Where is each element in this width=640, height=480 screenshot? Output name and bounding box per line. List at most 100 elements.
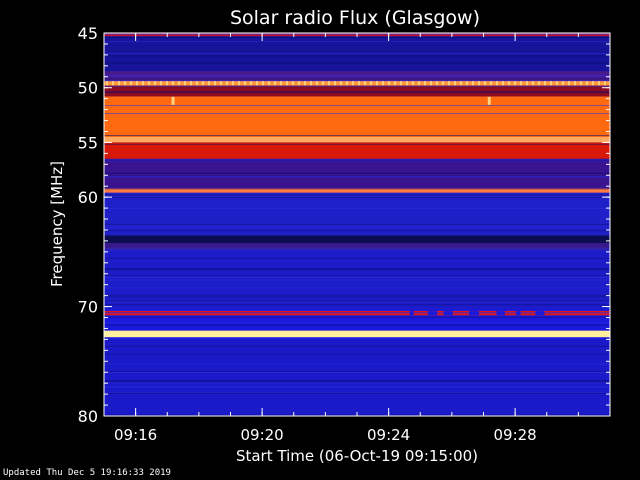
heatmap-noise-row: [104, 301, 610, 303]
heatmap-cell: [262, 81, 264, 86]
heatmap-cell: [490, 81, 492, 86]
heatmap-cell: [238, 81, 240, 86]
heatmap-cell: [292, 81, 294, 86]
heatmap-gap: [427, 311, 438, 316]
heatmap-cell: [370, 81, 372, 86]
heatmap-noise-row: [104, 80, 610, 82]
heatmap-cell: [496, 81, 498, 86]
heatmap-gap: [443, 311, 453, 316]
heatmap-noise-row: [104, 91, 610, 93]
heatmap-noise-row: [104, 296, 610, 298]
heatmap-cell: [394, 81, 396, 86]
heatmap-noise-row: [104, 62, 610, 64]
heatmap-noise-row: [104, 337, 610, 339]
heatmap-cell: [382, 81, 384, 86]
heatmap-cell: [184, 81, 186, 86]
heatmap-cell: [412, 81, 414, 86]
heatmap-cell: [196, 81, 198, 86]
heatmap-cell: [550, 81, 552, 86]
heatmap-cell: [250, 81, 252, 86]
heatmap-noise-row: [104, 370, 610, 372]
heatmap-noise-row: [104, 230, 610, 232]
heatmap-cell: [142, 81, 144, 86]
heatmap-noise-row: [104, 353, 610, 355]
heatmap-cell: [484, 81, 486, 86]
heatmap-gap: [409, 311, 414, 316]
heatmap-noise-row: [104, 197, 610, 199]
heatmap-cell: [424, 81, 426, 86]
heatmap-noise-row: [104, 257, 610, 259]
heatmap-cell: [148, 81, 150, 86]
heatmap-cell: [544, 81, 546, 86]
heatmap-cell: [574, 81, 576, 86]
heatmap-cell: [136, 81, 138, 86]
y-tick-label: 80: [78, 407, 98, 426]
heatmap-cell: [112, 81, 114, 86]
heatmap-band: [104, 330, 610, 338]
heatmap-band: [104, 81, 610, 86]
heatmap-noise-row: [104, 85, 610, 87]
heatmap-noise-row: [104, 208, 610, 210]
heatmap-cell: [598, 81, 600, 86]
x-tick-label: 09:24: [367, 426, 410, 444]
heatmap-cell: [274, 81, 276, 86]
heatmap-cell: [556, 81, 558, 86]
heatmap-cell: [130, 81, 132, 86]
x-tick-label: 09:16: [114, 426, 157, 444]
heatmap-cell: [406, 81, 408, 86]
heatmap-cell: [286, 81, 288, 86]
heatmap-cell: [430, 81, 432, 86]
heatmap-noise-row: [104, 381, 610, 383]
y-axis-label: Frequency [MHz]: [48, 161, 66, 287]
heatmap-cell: [478, 81, 480, 86]
heatmap-cell: [346, 81, 348, 86]
heatmap-cell: [454, 81, 456, 86]
heatmap-noise-row: [104, 279, 610, 281]
heatmap-noise-row: [104, 372, 610, 374]
heatmap-cell: [532, 81, 534, 86]
heatmap-cell: [538, 81, 540, 86]
x-axis-label: Start Time (06-Oct-19 09:15:00): [236, 447, 478, 465]
heatmap-gap: [496, 311, 505, 316]
spectrogram-bursts: [171, 96, 491, 105]
heatmap-noise-row: [104, 247, 610, 249]
heatmap-noise-row: [104, 105, 610, 107]
heatmap-noise-row: [104, 391, 610, 393]
heatmap-noise-row: [104, 294, 610, 296]
heatmap-cell: [472, 81, 474, 86]
heatmap-noise-row: [104, 249, 610, 251]
heatmap-noise-row: [104, 380, 610, 382]
heatmap-cell: [604, 81, 606, 86]
heatmap-cell: [208, 81, 210, 86]
heatmap-cell: [232, 81, 234, 86]
heatmap-noise-row: [104, 386, 610, 388]
heatmap-cell: [466, 81, 468, 86]
heatmap-cell: [202, 81, 204, 86]
heatmap-cell: [256, 81, 258, 86]
heatmap-cell: [178, 81, 180, 86]
heatmap-noise-row: [104, 134, 610, 136]
heatmap-cell: [322, 81, 324, 86]
heatmap-cell: [460, 81, 462, 86]
heatmap-band: [104, 85, 610, 97]
heatmap-noise-row: [104, 363, 610, 365]
y-tick-label: 70: [78, 298, 98, 317]
heatmap-noise-row: [104, 226, 610, 228]
heatmap-cell: [592, 81, 594, 86]
heatmap-noise-row: [104, 37, 610, 39]
heatmap-noise-row: [104, 62, 610, 64]
heatmap-noise-row: [104, 188, 610, 190]
y-axis: 45 50 55 60 70 80: [78, 24, 610, 426]
spectrogram-heatmap: [104, 33, 610, 416]
updated-timestamp: Updated Thu Dec 5 19:16:33 2019: [3, 468, 171, 478]
heatmap-band: [104, 243, 610, 250]
heatmap-cell: [568, 81, 570, 86]
heatmap-cell: [358, 81, 360, 86]
heatmap-noise-row: [104, 160, 610, 162]
heatmap-cell: [154, 81, 156, 86]
heatmap-noise-row: [104, 316, 610, 318]
heatmap-noise-row: [104, 78, 610, 80]
heatmap-band: [104, 235, 610, 244]
heatmap-noise-row: [104, 276, 610, 278]
heatmap-noise-row: [104, 322, 610, 324]
